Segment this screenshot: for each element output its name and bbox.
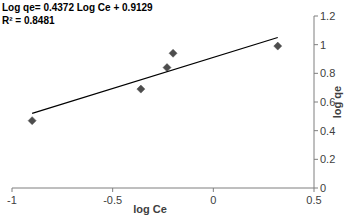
x-axis-label: log Ce [133, 203, 167, 215]
chart: -1-0.500.500.20.40.60.811.2log Celog qeL… [0, 0, 346, 216]
y-tick [314, 159, 318, 160]
annotation: R² = 0.8481 [2, 15, 55, 26]
data-point [28, 117, 36, 125]
y-tick [314, 44, 318, 45]
plot-marks [28, 38, 282, 125]
y-tick-label: 1.2 [320, 10, 335, 22]
x-tick [112, 188, 113, 192]
x-tick-label: 0 [210, 194, 216, 206]
x-tick [314, 188, 315, 192]
y-axis-label: log qe [331, 86, 343, 118]
x-tick-label: -1 [7, 194, 17, 206]
y-tick-label: 0.8 [320, 67, 335, 79]
y-tick [314, 130, 318, 131]
data-point [137, 85, 145, 93]
y-tick [314, 16, 318, 17]
data-point [169, 49, 177, 57]
x-axis-line [12, 188, 314, 189]
annotation: Log qe= 0.4372 Log Ce + 0.9129 [2, 2, 153, 13]
x-tick [12, 188, 13, 192]
y-tick [314, 73, 318, 74]
trend-line [32, 38, 278, 114]
y-tick [314, 188, 318, 189]
data-point [274, 42, 282, 50]
y-tick-label: 0 [320, 182, 326, 194]
x-tick-label: -0.5 [103, 194, 122, 206]
y-tick-label: 0.2 [320, 153, 335, 165]
y-tick [314, 102, 318, 103]
y-tick-label: 0.4 [320, 125, 335, 137]
y-tick-label: 1 [320, 39, 326, 51]
x-tick-label: 0.5 [306, 194, 321, 206]
x-tick [213, 188, 214, 192]
